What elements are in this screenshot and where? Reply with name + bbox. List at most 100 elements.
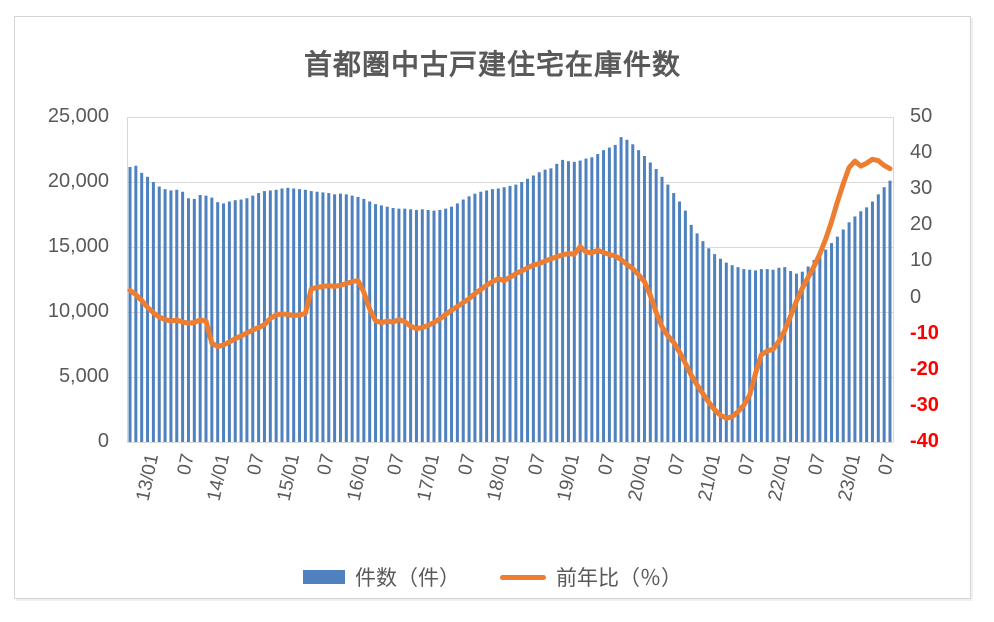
x-axis-tick: 17/01 [413, 452, 445, 503]
bar [227, 201, 231, 442]
x-axis-tick: 19/01 [554, 452, 585, 503]
axis-line [127, 117, 128, 442]
legend-label-inventory: 件数（件） [355, 567, 460, 590]
bar [876, 194, 880, 442]
x-axis-tick: 07 [805, 452, 831, 478]
bar [689, 224, 693, 442]
y-axis-left-tick: 20,000 [47, 170, 109, 192]
bar [362, 198, 366, 442]
bar [262, 191, 266, 442]
bar [602, 150, 606, 442]
bar [672, 193, 676, 442]
bar [438, 209, 442, 442]
bar [882, 187, 886, 442]
bar [473, 193, 477, 442]
bar [701, 241, 705, 442]
bar [724, 262, 728, 442]
bar [596, 154, 600, 443]
bar [210, 197, 214, 442]
bar [578, 160, 582, 443]
y-axis-right-tick: -30 [910, 393, 939, 416]
bar [251, 195, 255, 442]
y-axis-right-tick: -10 [910, 321, 939, 344]
bar [818, 254, 822, 442]
bar [502, 187, 506, 442]
bar [432, 210, 436, 442]
bar [800, 271, 804, 442]
bar [812, 260, 816, 442]
bar [327, 193, 331, 442]
legend-item-yoy: 前年比（％） [500, 562, 682, 592]
bar [216, 202, 220, 442]
bar [561, 159, 565, 442]
bar [508, 185, 512, 442]
x-axis-tick: 14/01 [203, 452, 234, 503]
y-axis-right-tick: -40 [910, 430, 939, 452]
legend-label-yoy: 前年比（％） [556, 567, 682, 590]
gridline [127, 182, 893, 183]
y-axis-right-tick: 40 [910, 141, 933, 164]
bar [140, 172, 144, 442]
bar [736, 267, 740, 442]
x-axis-tick: 07 [384, 452, 410, 478]
bar [666, 184, 670, 442]
y-axis-right-tick: 10 [910, 249, 933, 272]
x-axis-tick: 18/01 [483, 452, 515, 503]
bar [718, 258, 722, 442]
x-axis-tick: 23/01 [834, 452, 866, 503]
y-axis-left-tick: 0 [97, 430, 109, 452]
bar [455, 203, 459, 442]
bar [607, 147, 611, 443]
yoy-line [127, 156, 893, 421]
bar [134, 165, 138, 442]
bar [543, 169, 547, 442]
bar [315, 191, 319, 442]
bar [467, 196, 471, 442]
bar [771, 269, 775, 442]
bar [754, 270, 758, 442]
bar [356, 196, 360, 442]
legend: 件数（件） 前年比（％） [15, 563, 970, 591]
bar [368, 201, 372, 442]
bar [309, 191, 313, 442]
y-axis-right-tick: 0 [910, 285, 922, 308]
x-axis-tick: 21/01 [694, 452, 725, 503]
chart-canvas [127, 137, 893, 443]
bar [338, 193, 342, 442]
bar [865, 207, 869, 442]
bar [730, 265, 734, 442]
axis-line [893, 117, 894, 442]
gridline [127, 442, 893, 443]
bar [806, 266, 810, 442]
bar [450, 206, 454, 442]
legend-item-inventory: 件数（件） [303, 562, 460, 592]
bar [496, 188, 500, 442]
x-axis-tick: 16/01 [343, 452, 375, 503]
chart-title: 首都圏中古戸建住宅在庫件数 [303, 49, 681, 80]
chart: 首都圏中古戸建住宅在庫件数 0 5,000 10,000 15,000 20,000 25… [14, 16, 971, 599]
bar [631, 144, 635, 443]
bar [175, 189, 179, 442]
bar [222, 203, 226, 442]
bar [853, 216, 857, 442]
bar [613, 144, 617, 442]
bar [707, 248, 711, 442]
bar [748, 269, 752, 442]
bar [765, 269, 769, 442]
x-axis-tick: 07 [524, 452, 550, 478]
y-axis-right-tick: 30 [910, 177, 933, 200]
x-axis-tick: 20/01 [624, 452, 655, 503]
bar [683, 210, 687, 442]
bar [397, 208, 401, 442]
x-axis-tick: 07 [664, 452, 690, 478]
x-axis-tick: 07 [243, 452, 269, 478]
bar [490, 189, 494, 442]
bar [169, 190, 173, 442]
bar [742, 269, 746, 442]
x-axis-tick: 15/01 [273, 452, 304, 503]
bar [847, 222, 851, 442]
bar [350, 195, 354, 442]
bar [186, 198, 190, 442]
bar [461, 199, 465, 442]
bar [549, 168, 553, 442]
